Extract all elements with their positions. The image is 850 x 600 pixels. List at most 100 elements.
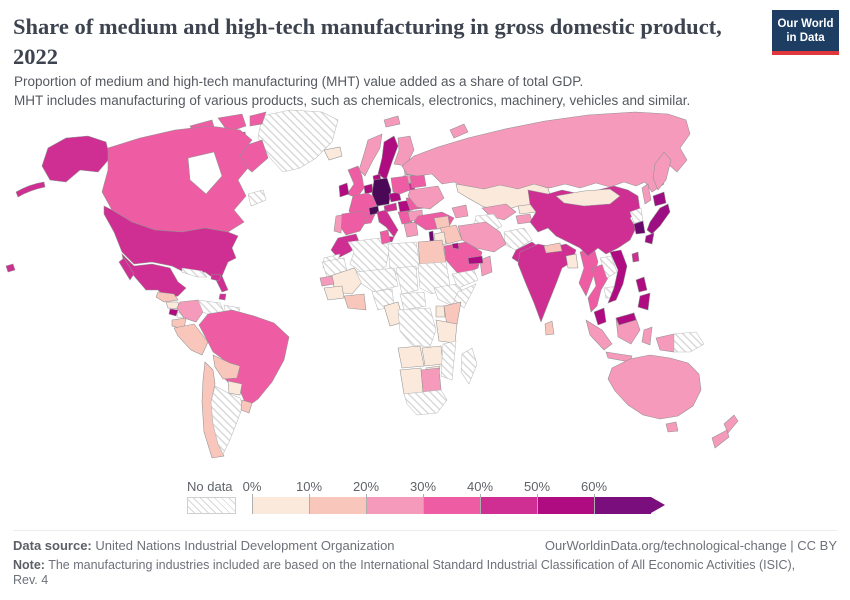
country-usa-hawaii[interactable] [5, 263, 16, 273]
country-argentina[interactable] [210, 385, 244, 455]
country-cuba[interactable] [181, 267, 208, 278]
country-png[interactable] [673, 331, 705, 353]
country-svalbard[interactable] [383, 115, 401, 128]
attribution-link[interactable]: OurWorldinData.org/technological-change … [544, 538, 837, 553]
country-australia[interactable] [607, 354, 702, 420]
country-indonesia-sumatra[interactable] [585, 319, 613, 351]
country-madagascar[interactable] [460, 347, 478, 385]
country-norway[interactable] [358, 133, 383, 177]
country-niger[interactable] [355, 267, 399, 293]
country-russia-kamchatka[interactable] [652, 151, 672, 191]
country-laos[interactable] [599, 255, 618, 279]
country-zambia[interactable] [421, 345, 444, 367]
country-yemen[interactable] [451, 269, 479, 289]
country-trinidad[interactable] [218, 293, 227, 301]
country-namibia[interactable] [399, 367, 424, 395]
country-mexico[interactable] [121, 253, 187, 299]
legend-bucket-20-30%[interactable] [366, 497, 423, 514]
legend-bucket-10-20%[interactable] [309, 497, 366, 514]
country-taiwan[interactable] [631, 251, 640, 263]
country-mozambique[interactable] [440, 340, 457, 381]
country-south-africa[interactable] [403, 389, 448, 416]
country-canada-arctic-2[interactable] [217, 113, 247, 133]
country-germany[interactable] [371, 177, 392, 207]
country-ukraine[interactable] [407, 185, 445, 210]
legend-bucket-40-50%[interactable] [480, 497, 537, 514]
country-guinea[interactable] [323, 285, 345, 301]
country-morocco[interactable] [330, 233, 361, 259]
country-poland[interactable] [390, 175, 411, 195]
country-oman[interactable] [479, 255, 493, 277]
country-ghana[interactable] [343, 293, 367, 311]
country-philippines-mindanao[interactable] [637, 292, 651, 311]
country-south-korea[interactable] [633, 220, 646, 235]
country-tajikistan[interactable] [515, 213, 533, 225]
country-russia-sakhalin[interactable] [641, 183, 652, 205]
country-guatemala[interactable] [155, 291, 179, 303]
country-costa-rica[interactable] [168, 308, 179, 317]
country-italy[interactable] [376, 209, 399, 238]
country-mexico-baja[interactable] [118, 257, 135, 281]
country-indonesia-sulawesi[interactable] [641, 326, 653, 346]
country-japan-hokkaido[interactable] [652, 191, 667, 207]
legend-no-data-swatch[interactable] [187, 497, 236, 514]
country-kuwait[interactable] [451, 242, 460, 250]
country-spain[interactable] [338, 210, 369, 236]
country-caucasus[interactable] [451, 204, 469, 219]
country-malaysia-borneo[interactable] [615, 312, 637, 326]
country-peru[interactable] [173, 323, 209, 356]
country-portugal[interactable] [333, 214, 343, 234]
country-drc[interactable] [397, 307, 437, 348]
country-russia-novaya-zemlya[interactable] [449, 123, 469, 139]
country-somalia[interactable] [453, 283, 477, 309]
country-mongolia[interactable] [555, 188, 621, 207]
country-bolivia[interactable] [212, 354, 241, 380]
country-paraguay[interactable] [227, 380, 243, 396]
country-newfoundland[interactable] [247, 189, 267, 207]
country-indonesia-papua[interactable] [655, 333, 675, 353]
country-russia[interactable] [401, 111, 691, 193]
country-benelux[interactable] [363, 183, 374, 195]
country-iceland[interactable] [323, 146, 343, 161]
country-tunisia[interactable] [379, 229, 391, 245]
country-chad[interactable] [395, 265, 419, 295]
data-source-value[interactable]: United Nations Industrial Development Or… [95, 538, 395, 553]
country-malaysia[interactable] [593, 307, 607, 326]
country-australia-tasmania[interactable] [665, 421, 679, 433]
country-uk[interactable] [346, 165, 365, 199]
legend-color-bar[interactable] [252, 497, 665, 514]
country-uruguay[interactable] [240, 399, 253, 414]
country-vietnam[interactable] [607, 249, 628, 304]
country-botswana[interactable] [420, 367, 442, 393]
country-dominican-republic[interactable] [210, 273, 222, 282]
country-senegal[interactable] [319, 275, 335, 287]
country-usa[interactable] [103, 205, 239, 293]
country-bangladesh[interactable] [565, 253, 579, 269]
country-angola[interactable] [397, 345, 425, 369]
country-usa-alaska[interactable] [41, 135, 111, 183]
country-nz-south[interactable] [711, 429, 730, 449]
legend-bucket-50-60%[interactable] [537, 497, 594, 514]
country-sweden[interactable] [377, 135, 399, 181]
country-uae[interactable] [467, 255, 484, 265]
country-philippines-luzon[interactable] [635, 276, 648, 293]
country-sri-lanka[interactable] [544, 320, 555, 336]
country-nepal[interactable] [543, 242, 563, 254]
legend-bucket-0-10%[interactable] [252, 497, 309, 514]
country-uganda[interactable] [435, 305, 446, 318]
country-japan-honshu[interactable] [646, 203, 671, 235]
legend-bucket-60%+[interactable] [594, 497, 651, 514]
country-usa-aleutians[interactable] [15, 181, 46, 198]
country-tanzania[interactable] [435, 319, 458, 344]
country-japan-kyushu[interactable] [644, 232, 655, 245]
country-canada-arctic-1[interactable] [249, 111, 267, 127]
country-austria[interactable] [383, 202, 398, 213]
country-greenland[interactable] [257, 109, 339, 173]
country-canada[interactable] [101, 125, 253, 233]
country-central-africa[interactable] [399, 291, 427, 311]
country-greece[interactable] [403, 221, 419, 238]
legend-bucket-30-40%[interactable] [423, 497, 480, 514]
country-iran[interactable] [457, 221, 507, 253]
country-ireland[interactable] [338, 182, 350, 198]
